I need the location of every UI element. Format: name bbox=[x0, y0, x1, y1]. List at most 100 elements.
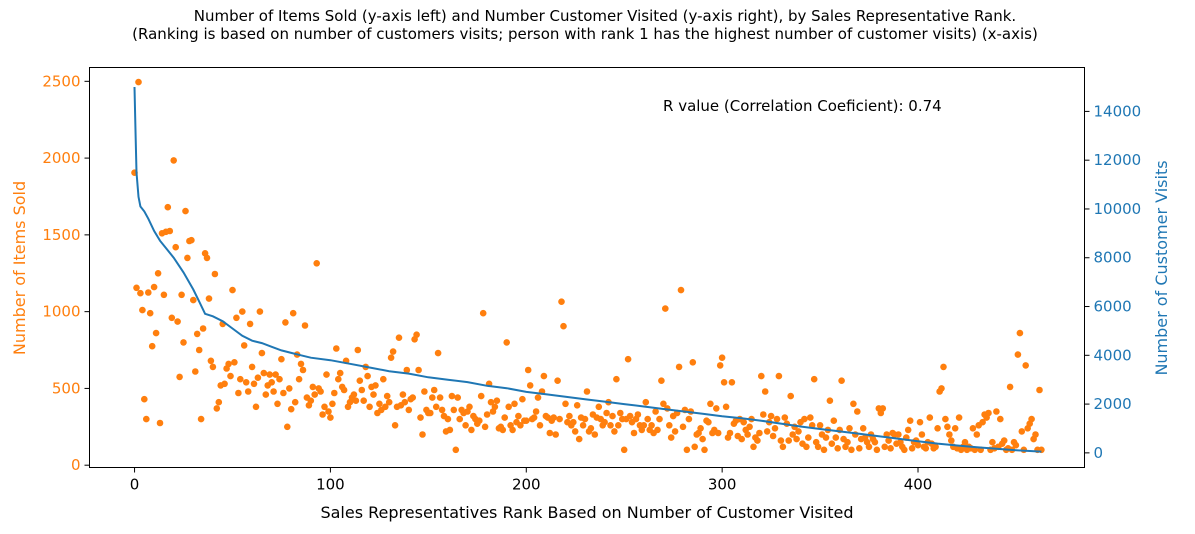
items-sold-point bbox=[810, 375, 818, 383]
items-sold-point bbox=[697, 425, 704, 432]
items-sold-point bbox=[499, 426, 507, 434]
items-sold-point bbox=[154, 270, 162, 277]
y-right-tick-label: 4000 bbox=[1094, 346, 1132, 364]
items-sold-point bbox=[188, 236, 195, 244]
items-sold-point bbox=[389, 348, 397, 355]
y-left-tick-label: 0 bbox=[71, 456, 81, 474]
items-sold-point bbox=[242, 379, 250, 386]
items-sold-point bbox=[370, 391, 377, 398]
items-sold-point bbox=[985, 409, 992, 417]
items-sold-point bbox=[671, 428, 679, 435]
items-sold-point bbox=[354, 346, 362, 354]
items-sold-point bbox=[274, 400, 281, 408]
items-sold-point bbox=[617, 409, 624, 417]
plot-frame bbox=[89, 67, 1085, 468]
items-sold-point bbox=[299, 366, 307, 374]
items-sold-point bbox=[350, 391, 358, 398]
customer-visits-series-line bbox=[133, 86, 1042, 453]
items-sold-point bbox=[801, 415, 808, 423]
items-sold-point bbox=[969, 425, 977, 432]
items-sold-point bbox=[519, 395, 526, 403]
items-sold-point bbox=[239, 308, 246, 315]
items-sold-point bbox=[336, 369, 344, 377]
items-sold-point bbox=[360, 397, 368, 405]
items-sold-point bbox=[607, 422, 614, 429]
items-sold-point bbox=[773, 415, 781, 423]
items-sold-point bbox=[881, 443, 888, 451]
items-sold-point bbox=[462, 422, 469, 429]
items-sold-point bbox=[1016, 329, 1024, 337]
items-sold-point bbox=[256, 308, 264, 315]
items-sold-point bbox=[391, 422, 399, 429]
items-sold-point bbox=[427, 409, 434, 417]
y-axis-right: 0 2000 4000 6000 8000 10000 12000 14000 bbox=[1084, 102, 1142, 462]
items-sold-point bbox=[634, 411, 642, 418]
items-sold-point bbox=[942, 415, 949, 423]
items-sold-point bbox=[419, 431, 426, 438]
items-sold-point bbox=[286, 385, 293, 392]
y-right-tick-label: 8000 bbox=[1094, 249, 1132, 267]
items-sold-point bbox=[197, 415, 205, 423]
items-sold-point bbox=[284, 423, 291, 431]
items-sold-point bbox=[701, 446, 708, 454]
items-sold-point bbox=[652, 408, 659, 415]
items-sold-point bbox=[769, 432, 777, 440]
items-sold-point bbox=[644, 415, 651, 423]
items-sold-point bbox=[182, 207, 189, 215]
items-sold-point bbox=[517, 422, 524, 429]
items-sold-point bbox=[720, 379, 728, 386]
items-sold-point bbox=[834, 445, 841, 452]
items-sold-point bbox=[493, 397, 501, 405]
items-sold-point bbox=[754, 437, 761, 444]
items-sold-point bbox=[505, 403, 512, 411]
items-sold-point bbox=[756, 429, 763, 437]
items-sold-point bbox=[301, 322, 309, 329]
items-sold-point bbox=[691, 443, 698, 451]
items-sold-point bbox=[244, 388, 252, 395]
items-sold-point bbox=[376, 400, 383, 408]
items-sold-point bbox=[211, 270, 219, 278]
items-sold-point bbox=[777, 437, 785, 444]
items-sold-point bbox=[716, 362, 724, 369]
chart-title-line1: Number of Items Sold (y-axis left) and N… bbox=[194, 7, 1016, 25]
items-sold-point bbox=[1014, 351, 1022, 358]
items-sold-point bbox=[938, 385, 945, 392]
items-sold-point bbox=[848, 446, 855, 454]
items-sold-point bbox=[432, 403, 440, 411]
items-sold-point bbox=[626, 412, 634, 420]
y-right-tick-label: 14000 bbox=[1094, 102, 1142, 120]
items-sold-point bbox=[1000, 437, 1008, 444]
items-sold-point bbox=[1036, 386, 1043, 394]
items-sold-point bbox=[511, 400, 518, 408]
items-sold-point bbox=[483, 411, 491, 418]
items-sold-point bbox=[515, 412, 522, 420]
items-sold-point bbox=[272, 371, 279, 378]
items-sold-point bbox=[333, 345, 340, 352]
items-sold-point bbox=[662, 305, 669, 312]
items-sold-point bbox=[822, 434, 830, 441]
items-sold-point bbox=[156, 419, 164, 427]
items-sold-point bbox=[145, 289, 152, 296]
items-sold-point bbox=[207, 357, 215, 365]
items-sold-point bbox=[240, 342, 248, 349]
items-sold-point bbox=[417, 414, 424, 421]
items-sold-point bbox=[832, 434, 840, 441]
chart-title-line2: (Ranking is based on number of customers… bbox=[132, 25, 1038, 43]
items-sold-point bbox=[820, 446, 828, 454]
items-sold-point bbox=[838, 377, 845, 385]
items-sold-point bbox=[287, 405, 295, 413]
items-sold-point bbox=[383, 392, 391, 400]
items-sold-point bbox=[540, 372, 548, 380]
items-sold-point bbox=[372, 382, 379, 389]
items-sold-point bbox=[524, 366, 532, 374]
y-left-tick-label: 500 bbox=[52, 379, 81, 397]
items-sold-point bbox=[918, 431, 926, 438]
items-sold-point bbox=[779, 443, 787, 451]
items-sold-point bbox=[291, 398, 299, 406]
items-sold-point bbox=[830, 417, 838, 425]
items-sold-point bbox=[583, 388, 591, 395]
y-axis-left: 0 500 1000 1500 2000 2500 bbox=[42, 72, 90, 474]
items-sold-point bbox=[192, 368, 199, 375]
items-sold-point bbox=[979, 418, 986, 426]
